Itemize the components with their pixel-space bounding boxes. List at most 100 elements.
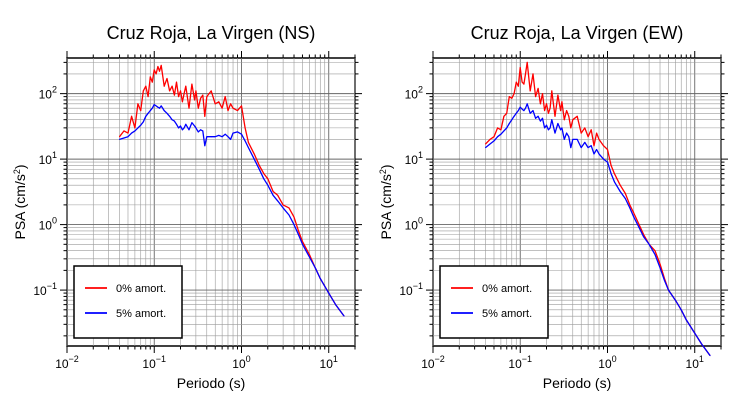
data-point [561, 127, 563, 129]
data-point [210, 136, 212, 138]
data-point [610, 165, 612, 166]
legend: 0% amort. 5% amort. [439, 265, 549, 339]
data-point [506, 127, 508, 129]
data-point [532, 110, 534, 112]
data-point [160, 64, 162, 66]
data-point [232, 107, 234, 109]
data-point [638, 227, 640, 229]
data-point [598, 138, 600, 140]
data-point [607, 149, 608, 150]
chart-title: Cruz Roja, La Virgen (NS) [107, 23, 316, 43]
data-point [230, 138, 232, 140]
data-point [603, 145, 604, 147]
data-point [515, 112, 517, 114]
data-point [202, 94, 204, 96]
data-point [153, 104, 155, 106]
data-point [598, 153, 600, 155]
data-point [503, 115, 505, 117]
data-point [584, 127, 586, 129]
x-tick-label: 101 [686, 354, 704, 371]
data-point [521, 108, 523, 110]
data-point [503, 130, 505, 132]
data-point [131, 115, 133, 117]
data-point [519, 67, 521, 69]
data-point [183, 127, 185, 129]
y-tick-label: 100 [39, 216, 57, 233]
data-point [554, 132, 556, 134]
data-point [568, 136, 570, 138]
data-point [314, 267, 316, 269]
legend-box [73, 265, 183, 339]
legend-label-1: 5% amort. [116, 308, 166, 320]
data-point [173, 94, 175, 96]
data-point [539, 103, 541, 105]
data-point [206, 136, 208, 138]
data-point [517, 85, 519, 87]
data-point [151, 81, 153, 83]
data-point [232, 132, 234, 134]
x-tick-label: 10−1 [142, 354, 166, 371]
data-point [145, 115, 147, 117]
tick-labels: 10−2 10−1 100 101 10−1 100 101 102 [399, 85, 704, 371]
data-point [214, 136, 216, 138]
data-point [570, 147, 572, 149]
data-point [680, 309, 682, 311]
data-point [227, 110, 229, 112]
data-point [159, 107, 160, 109]
data-point [511, 97, 513, 99]
data-point [221, 136, 223, 138]
data-point [178, 127, 180, 129]
data-point [131, 132, 133, 134]
data-point [293, 224, 295, 226]
data-point [218, 101, 220, 103]
data-point [535, 117, 537, 119]
data-point [523, 110, 525, 112]
data-point [590, 145, 592, 147]
data-point [194, 99, 196, 101]
data-point [335, 304, 337, 306]
data-point [521, 81, 523, 83]
data-point [549, 107, 551, 109]
data-point [123, 130, 125, 132]
data-point [643, 236, 645, 238]
data-point [166, 112, 168, 114]
data-point [137, 127, 139, 129]
data-point [584, 141, 586, 143]
x-tick-label: 101 [320, 354, 338, 371]
tick-marks [60, 51, 362, 353]
series-line-1 [485, 103, 711, 356]
data-point [173, 120, 175, 122]
data-point [674, 299, 676, 301]
data-point [171, 119, 173, 121]
data-point [140, 124, 142, 126]
data-point [298, 234, 299, 236]
data-point [511, 119, 513, 121]
data-point [293, 216, 295, 218]
data-point [200, 129, 202, 131]
data-point [147, 112, 149, 114]
x-tick-label: 10−1 [508, 354, 532, 371]
data-point [149, 76, 151, 78]
data-point [298, 230, 299, 232]
legend: 0% amort. 5% amort. [73, 265, 183, 339]
data-point [523, 83, 525, 85]
data-point [302, 243, 303, 245]
y-axis-label: PSA (cm/s2) [12, 164, 28, 239]
data-point [119, 138, 120, 140]
data-point [191, 122, 193, 124]
data-point [557, 94, 559, 96]
data-point [576, 138, 578, 140]
legend-box [439, 265, 549, 339]
data-point [171, 85, 173, 87]
data-point [685, 319, 687, 321]
data-point [525, 107, 526, 109]
data-point [659, 263, 661, 265]
data-point [610, 173, 612, 175]
data-point [572, 119, 574, 121]
data-point [638, 224, 640, 226]
data-point [183, 93, 185, 95]
data-point [648, 243, 650, 245]
data-point [247, 147, 249, 149]
data-point [277, 194, 279, 196]
